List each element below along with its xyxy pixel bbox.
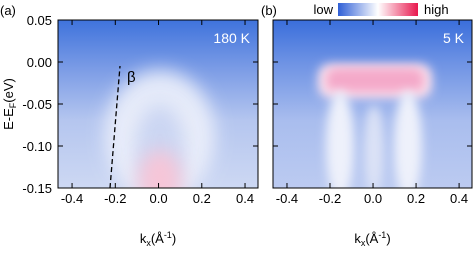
annotation: 180 K xyxy=(213,30,250,46)
x-tick-label: -0.4 xyxy=(276,191,298,206)
y-tick-label: -0.10 xyxy=(22,139,52,154)
line-label: β xyxy=(127,69,136,86)
x-axis-label-part: -1 xyxy=(164,230,172,240)
x-tick-label: -0.4 xyxy=(61,191,83,206)
x-tick-label: -0.2 xyxy=(104,191,126,206)
x-tick-label: 0.2 xyxy=(193,191,211,206)
heatmap-b xyxy=(273,20,472,188)
colorbar-high: high xyxy=(424,2,449,17)
x-tick-label: 0.4 xyxy=(450,191,468,206)
heatmap-a xyxy=(58,20,258,188)
x-axis-label-part: k xyxy=(354,231,361,246)
panel-label: (a) xyxy=(0,3,16,18)
x-axis-label-part: -1 xyxy=(378,230,386,240)
x-axis-label: kx(Å-1) xyxy=(140,230,176,248)
y-axis-label: E-EF(eV) xyxy=(1,78,18,130)
x-tick-label: 0.4 xyxy=(236,191,254,206)
x-axis-label-part: ) xyxy=(172,231,176,246)
x-tick-label: 0.2 xyxy=(407,191,425,206)
y-tick-label: 0.05 xyxy=(27,13,52,28)
colorbar-low: low xyxy=(313,2,333,17)
panel-label: (b) xyxy=(261,3,277,18)
x-axis-label-part: x xyxy=(146,238,151,248)
x-tick-label: -0.2 xyxy=(319,191,341,206)
x-axis-label-part: (Å xyxy=(365,231,378,246)
y-tick-label: -0.15 xyxy=(22,181,52,196)
x-axis-label-part: (Å xyxy=(151,231,164,246)
dashed-line xyxy=(109,65,121,189)
x-tick-label: 0.0 xyxy=(364,191,382,206)
y-tick-label: 0.00 xyxy=(27,55,52,70)
y-axis-label-part: E-E xyxy=(1,108,16,130)
colorbar xyxy=(338,3,418,16)
x-axis-label-part: x xyxy=(361,238,366,248)
x-tick-label: 0.0 xyxy=(150,191,168,206)
annotation: 5 K xyxy=(443,30,465,46)
x-axis-label: kx(Å-1) xyxy=(354,230,390,248)
x-axis-label-part: k xyxy=(140,231,147,246)
y-axis-label-part: (eV) xyxy=(1,78,16,103)
y-axis-label-part: F xyxy=(8,102,18,108)
x-axis-label-part: ) xyxy=(386,231,390,246)
y-tick-label: -0.05 xyxy=(22,97,52,112)
